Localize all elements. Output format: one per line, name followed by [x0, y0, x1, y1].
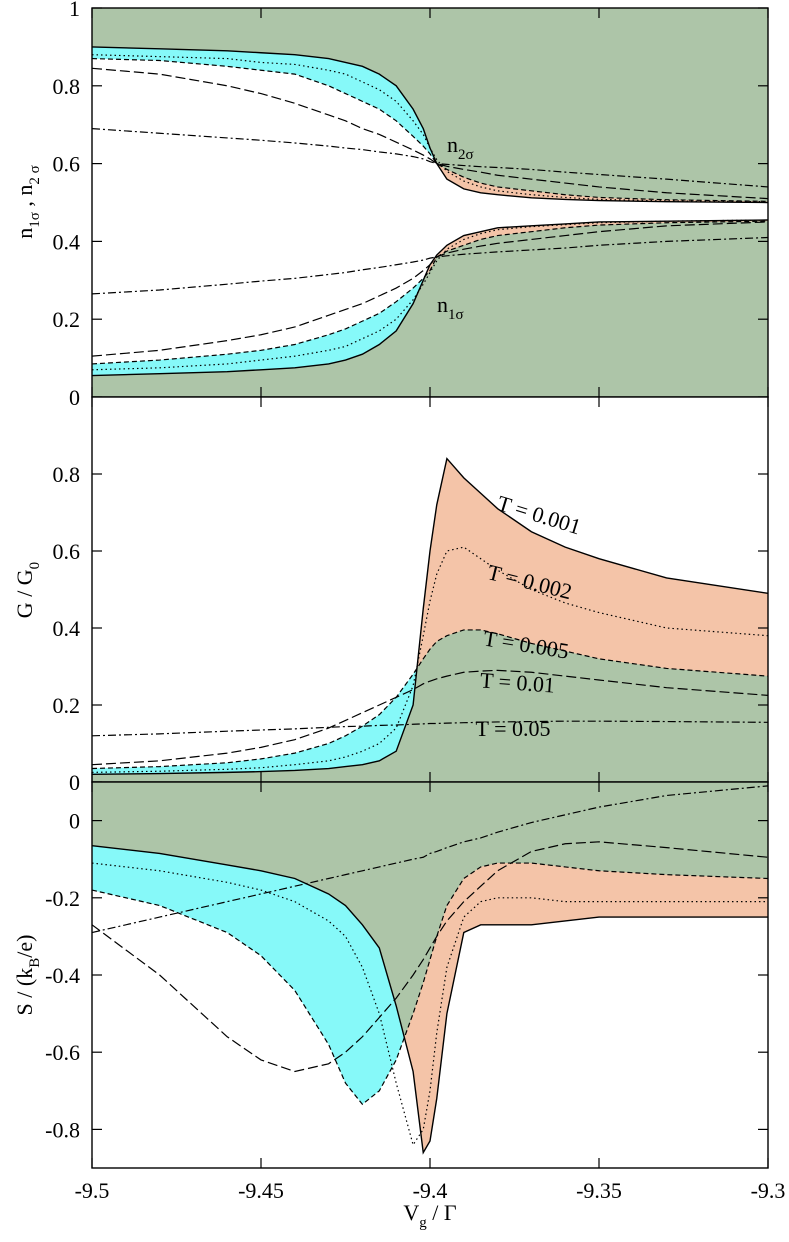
- label-part: 1σ: [448, 307, 464, 323]
- y-axis-label: G / G0: [12, 562, 43, 618]
- series-line: [91, 127, 769, 188]
- series-line: [91, 669, 769, 766]
- x-tick-label: -9.45: [238, 1178, 284, 1203]
- y-tick-label: 0.2: [53, 307, 81, 332]
- label-part: / Γ: [427, 1200, 457, 1225]
- series-line: [91, 457, 769, 775]
- label-part: n: [447, 132, 458, 157]
- series-line: [91, 841, 769, 1073]
- x-axis-label: Vg / Γ: [403, 1200, 457, 1231]
- label-part: n: [12, 228, 37, 239]
- label-part: 2σ: [458, 147, 474, 163]
- series-line: [91, 236, 769, 295]
- series-line: [91, 67, 769, 200]
- label-part: g: [419, 1215, 427, 1231]
- y-tick-label: 0.8: [53, 74, 81, 99]
- area-fill: [436, 163, 768, 203]
- label-part: 1σ: [27, 212, 43, 228]
- series-label: T = 0.01: [479, 667, 556, 697]
- series-line: [91, 57, 769, 202]
- series-line: [91, 862, 769, 1106]
- annotation: n2σ: [447, 132, 474, 163]
- y-tick-label: -0.4: [45, 963, 80, 988]
- area-fill: [416, 458, 768, 677]
- series-line: [91, 720, 769, 737]
- label-part: n: [437, 292, 448, 317]
- area-fill: [92, 46, 437, 164]
- series-label: T = 0.05: [476, 716, 551, 741]
- y-tick-label: -0.2: [45, 886, 80, 911]
- annotation: n1σ: [437, 292, 464, 323]
- label-part: , n: [12, 185, 37, 213]
- series-line: [91, 785, 769, 934]
- series-line: [91, 844, 768, 1155]
- series-line: [91, 219, 769, 377]
- y-axis-label: n1σ , n2 σ: [12, 165, 43, 238]
- area-fill: [92, 46, 768, 376]
- label-part: G / G: [12, 569, 37, 618]
- x-tick-label: -9.5: [75, 1178, 110, 1203]
- y-tick-label: -0.6: [45, 1040, 80, 1065]
- label-part: B: [27, 958, 43, 968]
- area-fill: [404, 863, 768, 1153]
- y-tick-label: -0.8: [45, 1117, 80, 1142]
- label-part: /e): [12, 935, 37, 958]
- y-tick-label: 0.4: [53, 616, 81, 641]
- y-tick-label: 0: [69, 809, 80, 834]
- series-line: [91, 220, 769, 365]
- y-tick-label: 0.6: [53, 152, 81, 177]
- label-part: V: [403, 1200, 419, 1225]
- series-line: [91, 546, 769, 773]
- y-axis-label: S / (kB/e): [12, 935, 43, 1016]
- series-line: [91, 629, 769, 770]
- y-tick-label: 0: [69, 770, 80, 795]
- label-part: 0: [27, 562, 43, 570]
- x-tick-label: -9.3: [751, 1178, 786, 1203]
- label-part: S / (k: [12, 968, 37, 1016]
- area-fill: [92, 668, 417, 775]
- x-tick-label: -9.4: [413, 1178, 448, 1203]
- label-part: 2 σ: [27, 165, 43, 184]
- y-tick-label: 0: [69, 385, 80, 410]
- y-tick-label: 0.2: [53, 693, 81, 718]
- x-tick-label: -9.35: [576, 1178, 622, 1203]
- y-tick-label: 1: [69, 0, 80, 21]
- y-tick-label: 0.4: [53, 229, 81, 254]
- y-tick-label: 0.8: [53, 462, 81, 487]
- y-tick-label: 0.6: [53, 539, 81, 564]
- series-line: [91, 46, 769, 204]
- area-fill: [92, 276, 425, 376]
